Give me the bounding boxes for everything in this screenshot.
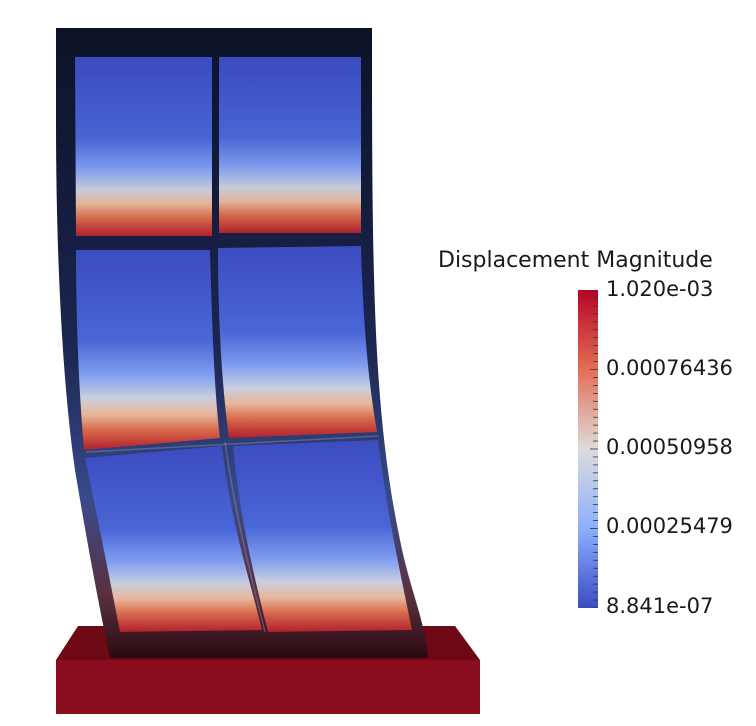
legend-label-mid: 0.00050958 (606, 435, 733, 459)
legend-label-max: 1.020e-03 (606, 277, 714, 301)
legend-label-q1: 0.00025479 (606, 514, 733, 538)
legend-label-q3: 0.00076436 (606, 356, 733, 380)
wall-panels (75, 57, 412, 632)
legend-title: Displacement Magnitude (438, 248, 713, 273)
colorbar (578, 290, 598, 608)
legend-label-min: 8.841e-07 (606, 594, 714, 618)
mullions (85, 435, 379, 633)
colorbar-ticks (590, 290, 598, 608)
